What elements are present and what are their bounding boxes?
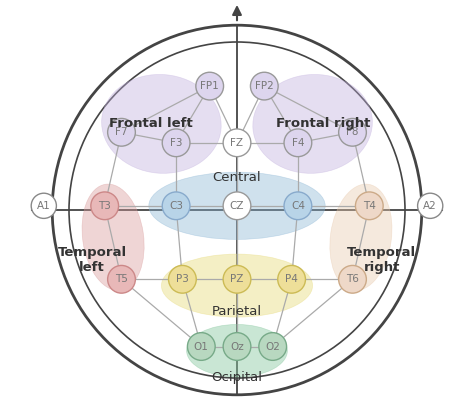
Text: Frontal left: Frontal left xyxy=(109,118,193,130)
Ellipse shape xyxy=(330,184,392,291)
Text: Frontal right: Frontal right xyxy=(276,118,370,130)
Text: F7: F7 xyxy=(115,127,128,137)
Ellipse shape xyxy=(187,324,287,377)
Ellipse shape xyxy=(162,254,312,317)
Text: P3: P3 xyxy=(176,274,189,284)
Circle shape xyxy=(250,72,278,100)
Text: Oz: Oz xyxy=(230,341,244,352)
Circle shape xyxy=(162,192,190,220)
Text: F3: F3 xyxy=(170,138,182,148)
Text: Parietal: Parietal xyxy=(212,305,262,318)
Circle shape xyxy=(284,129,312,157)
Circle shape xyxy=(223,192,251,220)
Text: T3: T3 xyxy=(98,201,111,211)
Text: A2: A2 xyxy=(423,201,437,211)
Circle shape xyxy=(259,333,287,360)
Text: T6: T6 xyxy=(346,274,359,284)
Circle shape xyxy=(108,118,136,146)
Text: FP1: FP1 xyxy=(201,81,219,91)
Text: Temporal
left: Temporal left xyxy=(57,247,127,274)
Text: F4: F4 xyxy=(292,138,304,148)
Circle shape xyxy=(108,265,136,293)
Text: Temporal
right: Temporal right xyxy=(347,247,417,274)
Circle shape xyxy=(278,265,305,293)
Text: Ocipital: Ocipital xyxy=(211,372,263,384)
Circle shape xyxy=(169,265,196,293)
Circle shape xyxy=(196,72,224,100)
Circle shape xyxy=(284,192,312,220)
Circle shape xyxy=(162,129,190,157)
Text: Central: Central xyxy=(213,171,261,184)
Text: C4: C4 xyxy=(291,201,305,211)
Text: T4: T4 xyxy=(363,201,376,211)
Text: T5: T5 xyxy=(115,274,128,284)
Circle shape xyxy=(91,192,118,220)
Circle shape xyxy=(223,265,251,293)
Circle shape xyxy=(187,333,215,360)
Text: O1: O1 xyxy=(194,341,209,352)
Text: C3: C3 xyxy=(169,201,183,211)
Circle shape xyxy=(223,129,251,157)
Text: CZ: CZ xyxy=(230,201,244,211)
Text: F8: F8 xyxy=(346,127,359,137)
Text: PZ: PZ xyxy=(230,274,244,284)
Text: A1: A1 xyxy=(37,201,51,211)
Text: O2: O2 xyxy=(265,341,280,352)
Ellipse shape xyxy=(101,74,221,173)
Circle shape xyxy=(338,265,366,293)
Text: FP2: FP2 xyxy=(255,81,273,91)
Circle shape xyxy=(223,333,251,360)
Circle shape xyxy=(356,192,383,220)
Circle shape xyxy=(418,193,443,218)
Circle shape xyxy=(31,193,56,218)
Ellipse shape xyxy=(82,184,144,291)
Text: FZ: FZ xyxy=(230,138,244,148)
Ellipse shape xyxy=(253,74,373,173)
Circle shape xyxy=(338,118,366,146)
Text: P4: P4 xyxy=(285,274,298,284)
Ellipse shape xyxy=(149,172,325,239)
